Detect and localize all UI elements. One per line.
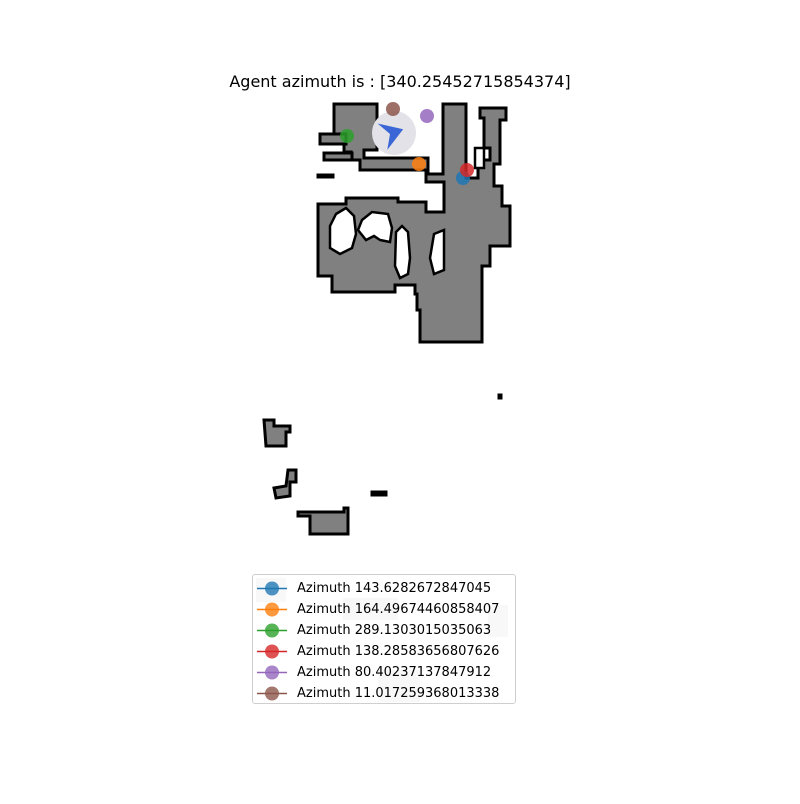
legend-swatch-icon (257, 665, 287, 680)
agent-heading-arrow (377, 123, 404, 150)
legend-label: Azimuth 80.40237137847912 (297, 665, 492, 680)
legend-label: Azimuth 289.1303015035063 (297, 623, 492, 638)
azimuth-marker-6 (386, 102, 400, 116)
legend-label: Azimuth 164.49674460858407 (297, 602, 500, 617)
plot-title: Agent azimuth is : [340.25452715854374] (229, 72, 571, 91)
agent-marker (372, 111, 416, 155)
azimuth-marker-5 (420, 109, 434, 123)
legend-swatch-icon (257, 602, 287, 617)
azimuth-marker-3 (340, 129, 354, 143)
legend-item: Azimuth 164.49674460858407 (253, 599, 515, 620)
legend-swatch-icon (257, 686, 287, 701)
azimuth-marker-4 (460, 163, 474, 177)
legend-swatch-icon (257, 644, 287, 659)
azimuth-marker-2 (412, 157, 426, 171)
legend-item: Azimuth 138.28583656807626 (253, 641, 515, 662)
legend-swatch-icon (257, 623, 287, 638)
holes (328, 146, 486, 280)
explored-region-islands (262, 393, 503, 536)
legend-item: Azimuth 80.40237137847912 (253, 662, 515, 683)
azimuth-markers (340, 102, 474, 185)
legend-label: Azimuth 11.017259368013338 (297, 686, 500, 701)
legend-swatch-icon (257, 581, 287, 596)
legend-item: Azimuth 143.6282672847045 (253, 578, 515, 599)
legend: Azimuth 143.6282672847045 Azimuth 164.496… (252, 574, 516, 704)
legend-label: Azimuth 143.6282672847045 (297, 581, 492, 596)
legend-label: Azimuth 138.28583656807626 (297, 644, 500, 659)
legend-item: Azimuth 11.017259368013338 (253, 683, 515, 704)
legend-item: Azimuth 289.1303015035063 (253, 620, 515, 641)
